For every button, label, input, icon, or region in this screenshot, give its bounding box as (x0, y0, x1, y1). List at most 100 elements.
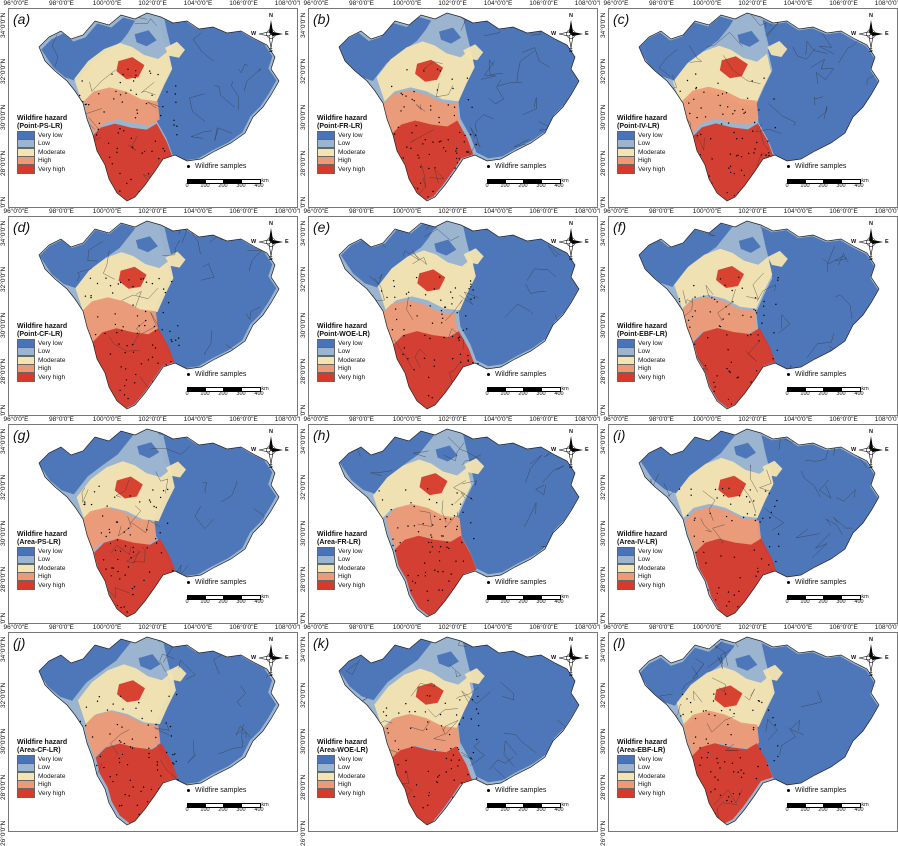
wildfire-sample-point (394, 308, 397, 310)
wildfire-sample-point (396, 371, 398, 373)
wildfire-sample-point (689, 166, 691, 168)
wildfire-sample-point (109, 542, 112, 545)
legend-item: Very low (617, 754, 667, 764)
compass-east-label: E (285, 239, 289, 245)
county-boundary (433, 727, 446, 741)
wildfire-sample-point (96, 396, 98, 398)
wildfire-sample-point (761, 396, 764, 398)
wildfire-sample-point (426, 590, 428, 592)
map-panel-6: 96°0'0"E 98°0'0"E 100°0'0"E 102°0'0"E 104°0'… (600, 208, 898, 430)
scale-bar-segment (541, 803, 561, 808)
wildfire-sample-point (384, 119, 387, 121)
scale-tick-label: 400 (854, 183, 864, 189)
scale-tick-label: 200 (518, 391, 528, 397)
wildfire-sample-dot-icon (487, 165, 490, 168)
wildfire-sample-point (119, 389, 121, 392)
wildfire-sample-point (146, 815, 148, 817)
legend-item: Low (17, 555, 67, 565)
legend-item: Very high (17, 372, 67, 382)
wildfire-sample-point (761, 701, 763, 704)
scale-tick-label: 100 (200, 807, 210, 813)
wildfire-sample-point (704, 364, 707, 367)
wildfire-sample-point (125, 379, 128, 381)
legend-item: Very low (17, 130, 67, 140)
county-boundary (421, 164, 426, 188)
wildfire-sample-point (139, 501, 141, 503)
longitude-tick-label: 104°0'0"E (183, 624, 213, 631)
wildfire-sample-point (709, 512, 711, 515)
wildfire-sample-dot-icon (187, 373, 190, 376)
wildfire-sample-point (741, 287, 743, 289)
wildfire-sample-point (379, 736, 381, 738)
wildfire-sample-point (772, 717, 774, 719)
wildfire-sample-point (757, 818, 759, 821)
north-arrow-icon: N S W E (251, 221, 289, 262)
wildfire-sample-point (765, 154, 767, 156)
wildfire-sample-point (768, 564, 770, 566)
hazard-zone-moderate (166, 461, 186, 478)
compass-west-label: W (551, 655, 557, 661)
wildfire-sample-point (81, 602, 83, 604)
county-boundary (461, 454, 482, 466)
hazard-zone-very-low (458, 638, 579, 783)
wildfire-sample-point (138, 325, 140, 327)
county-boundary (459, 291, 479, 305)
hazard-zone-very-high (415, 59, 444, 82)
wildfire-sample-point (131, 747, 134, 749)
wildfire-sample-point (475, 143, 477, 146)
map-frame: (h) N S W E Wildfire hazard (Area-FR-LR)… (308, 424, 598, 624)
wildfire-sample-point (136, 332, 139, 334)
wildfire-sample-point (148, 756, 150, 759)
longitude-ticks: 96°0'0"E 98°0'0"E 100°0'0"E 102°0'0"E 104°0'… (4, 208, 304, 216)
county-boundary (132, 547, 146, 563)
county-boundary (554, 314, 579, 352)
scale-tick-label: 400 (254, 391, 264, 397)
wildfire-sample-point (773, 98, 775, 100)
wildfire-sample-point (173, 124, 175, 126)
wildfire-sample-point (442, 147, 445, 149)
panel-label: (d) (13, 219, 31, 235)
wildfire-sample-point (428, 153, 430, 156)
wildfire-sample-point (733, 194, 736, 197)
wildfire-sample-point (711, 158, 713, 160)
wildfire-sample-point (738, 276, 740, 278)
wildfire-sample-point (439, 70, 441, 72)
longitude-tick-label: 100°0'0"E (692, 0, 722, 7)
wildfire-sample-point (729, 153, 731, 155)
county-boundary (203, 330, 212, 355)
wildfire-sample-point (752, 709, 754, 711)
wildfire-samples-legend: Wildfire samples (187, 163, 246, 170)
hazard-zone-very-high (718, 475, 747, 498)
wildfire-sample-point (391, 791, 393, 794)
wildfire-sample-point (427, 721, 429, 723)
wildfire-sample-point (694, 717, 697, 720)
wildfire-sample-point (161, 794, 163, 796)
wildfire-sample-point (470, 366, 472, 368)
wildfire-sample-point (119, 128, 121, 130)
wildfire-sample-point (109, 776, 111, 778)
wildfire-sample-point (688, 102, 690, 104)
county-boundary (516, 51, 534, 83)
wildfire-sample-point (123, 394, 126, 396)
wildfire-sample-point (774, 367, 777, 370)
wildfire-sample-dot-icon (487, 581, 490, 584)
legend-item: High (317, 156, 367, 166)
wildfire-sample-point (126, 611, 128, 613)
wildfire-sample-point (461, 606, 464, 608)
wildfire-sample-point (437, 776, 439, 778)
scale-tick-label: 0 (185, 391, 189, 397)
county-boundary (692, 658, 705, 679)
wildfire-sample-point (134, 77, 136, 79)
wildfire-sample-point (729, 165, 732, 167)
scale-tick-label: 100 (800, 599, 810, 605)
wildfire-sample-point (387, 732, 389, 734)
county-boundary (214, 85, 235, 108)
compass-south-label: S (569, 672, 573, 678)
wildfire-sample-point (725, 743, 727, 746)
county-boundary (65, 130, 76, 150)
county-boundary (815, 381, 833, 384)
wildfire-sample-point (417, 188, 419, 190)
county-boundary (513, 139, 530, 148)
longitude-tick-label: 102°0'0"E (738, 416, 767, 423)
